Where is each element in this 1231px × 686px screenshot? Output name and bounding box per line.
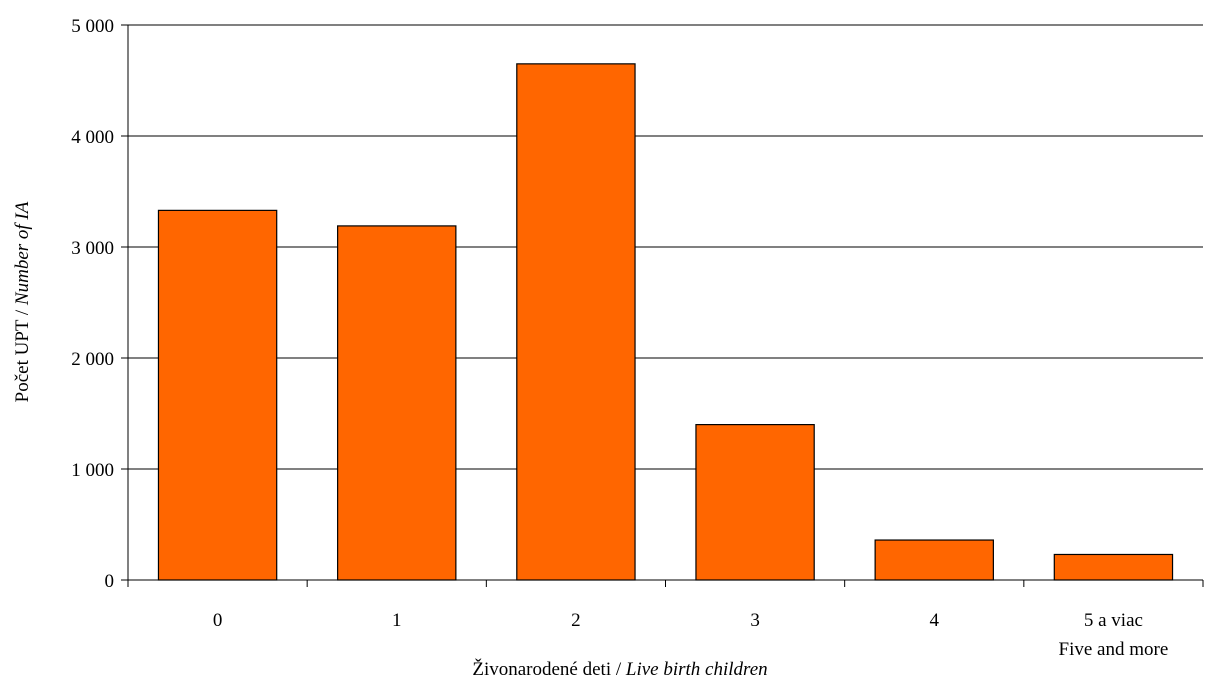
y-tick-label: 2 000 [71, 349, 114, 370]
bar-1 [337, 225, 457, 581]
x-tick-sublabel: Five and more [1059, 639, 1169, 660]
x-axis-title: Živonarodené deti / Live birth children [472, 658, 767, 680]
axes [121, 24, 1204, 587]
x-tick-label: 4 [930, 610, 940, 631]
y-tick-label: 1 000 [71, 460, 114, 481]
x-tick-label: 0 [213, 610, 223, 631]
bars [157, 63, 1174, 581]
y-tick-label: 5 000 [71, 16, 114, 37]
y-axis-title: Počet UPT / Number of IA [12, 201, 33, 402]
x-tick-labels: 0 1 2 3 4 5 a viac Five and more [213, 610, 1168, 660]
y-tick-labels: 0 1 000 2 000 3 000 4 000 5 000 [71, 16, 114, 592]
x-tick-label: 5 a viac [1084, 610, 1143, 631]
bar-4 [874, 539, 994, 581]
bar-2 [516, 63, 636, 581]
bar-0 [157, 209, 278, 581]
y-tick-label: 0 [105, 571, 115, 592]
gridlines [128, 24, 1203, 470]
x-tick-label: 3 [750, 610, 760, 631]
y-tick-label: 4 000 [71, 127, 114, 148]
y-tick-label: 3 000 [71, 238, 114, 259]
x-tick-label: 2 [571, 610, 581, 631]
bar-5 [1053, 553, 1174, 581]
bar-3 [695, 424, 815, 581]
x-tick-label: 1 [392, 610, 402, 631]
